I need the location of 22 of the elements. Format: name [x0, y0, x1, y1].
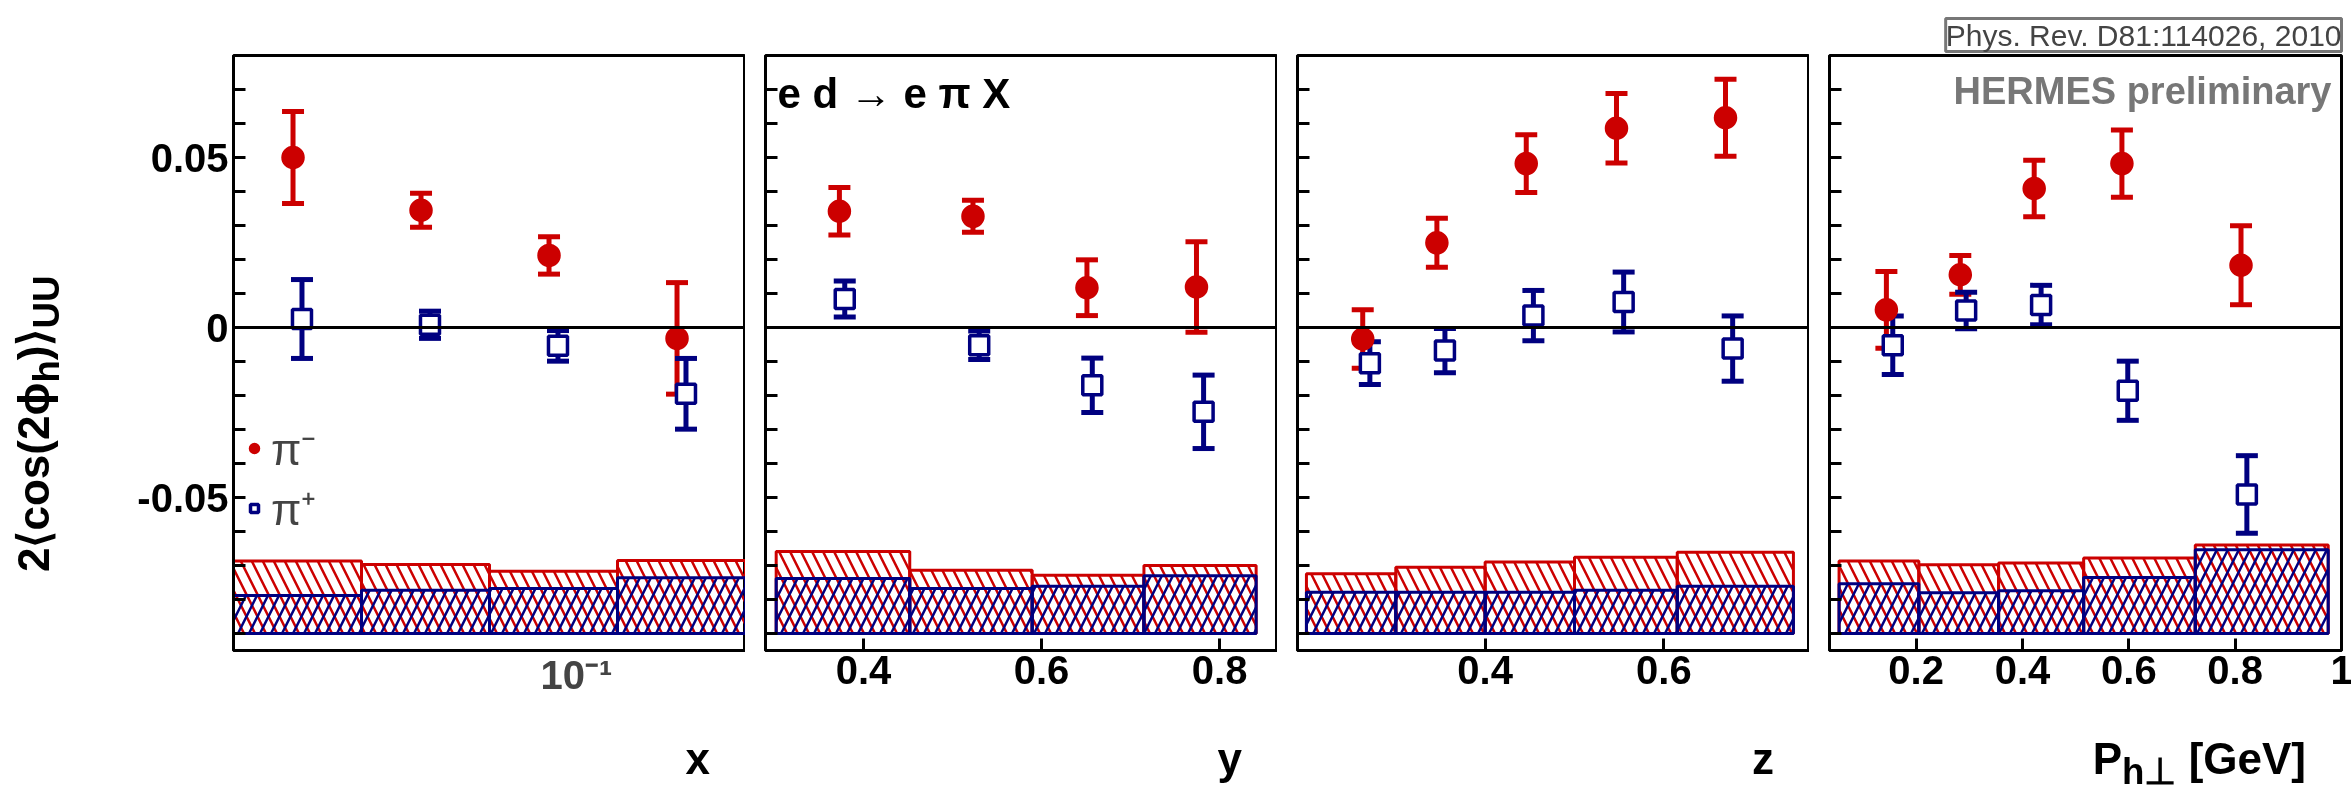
x-axis-title: z [1752, 734, 1774, 784]
x-axis-title: y [1217, 734, 1242, 784]
x-tick-label: 0.6 [1636, 647, 1692, 692]
x-tick-label: 0.4 [835, 647, 892, 692]
x-tick-label: 0.4 [1994, 647, 2052, 692]
x-tick-label: 0.2 [1888, 647, 1944, 692]
annotation: e d → e π X [777, 69, 1011, 117]
legend-label: π⁺ [271, 484, 317, 536]
x-tick-label: 0.8 [2207, 647, 2263, 692]
x-axis-title: x [685, 734, 710, 784]
legend-label: π⁻ [271, 424, 317, 476]
y-tick-label: -0.05 [137, 475, 229, 520]
annotation: HERMES preliminary [1953, 69, 2332, 112]
x-tick-label: 0.4 [1457, 647, 1514, 692]
x-tick-label: 0.8 [1191, 647, 1248, 692]
x-tick-label: 0.6 [2101, 647, 2157, 692]
y-tick-label: 0 [206, 305, 229, 350]
x-axis-title: P$_{h⊥}$ [GeV] [2092, 734, 2306, 787]
x-tick-label: 0.6 [1013, 647, 1070, 692]
text: 10⁻¹ [540, 652, 613, 697]
y-tick-label: 0.05 [150, 135, 229, 180]
x-tick-label: 1 [2330, 647, 2351, 692]
